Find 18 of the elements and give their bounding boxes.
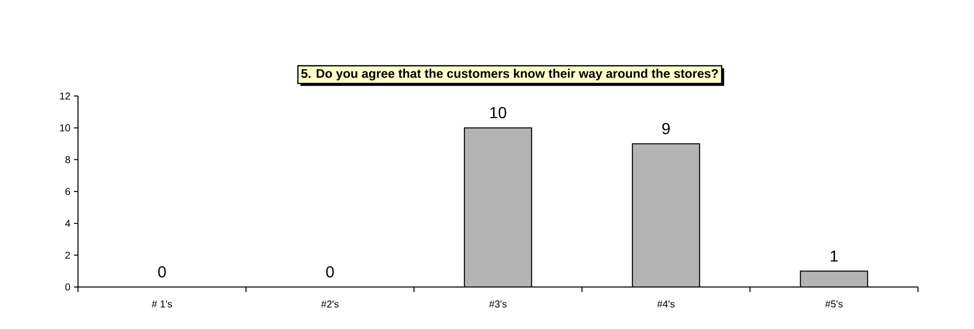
y-tick-label: 10 [60,124,70,132]
y-tick-label: 0 [65,283,70,291]
data-label: 10 [490,107,506,118]
x-tick-label: #2's [321,300,339,308]
x-tick-label: #3's [489,300,507,308]
data-label: 1 [830,250,838,262]
data-label: 0 [158,266,166,278]
y-tick-label: 8 [65,156,70,164]
x-tick-label: #4's [657,300,675,308]
data-label: 9 [662,122,670,134]
chart-title: 5. Do you agree that the customers know their way around the stores? [301,68,718,80]
y-tick-label: 4 [65,220,70,227]
data-label: 0 [326,266,334,278]
y-tick-label: 6 [65,188,70,196]
y-tick-label: 12 [60,92,70,100]
x-tick-label: # 1's [152,300,172,308]
y-tick-label: 2 [65,252,70,259]
x-tick-label: #5's [825,300,843,308]
